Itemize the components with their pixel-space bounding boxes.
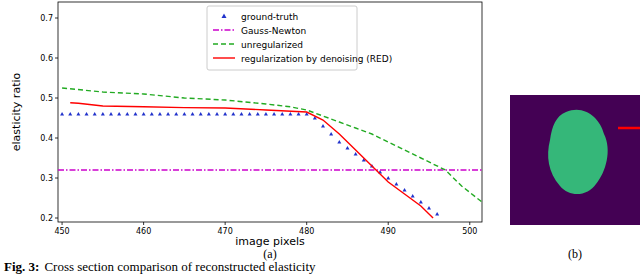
- series-point: [394, 182, 398, 186]
- series-point: [345, 146, 349, 150]
- series-point: [109, 112, 113, 116]
- x-tick-label: 470: [218, 227, 233, 236]
- series-point: [288, 112, 292, 116]
- image-background: [510, 95, 640, 225]
- legend: ground-truth Gauss-Newton unregularized reg…: [207, 6, 392, 70]
- series-point: [93, 112, 97, 116]
- series-point: [142, 112, 146, 116]
- series-point: [354, 152, 358, 156]
- x-tick: [225, 222, 226, 225]
- legend-label: regularization by denoising (RED): [241, 54, 392, 64]
- image-blob: [548, 110, 608, 194]
- legend-label: ground-truth: [241, 12, 298, 22]
- series-point: [125, 112, 129, 116]
- x-tick: [469, 222, 470, 225]
- series-point: [166, 112, 170, 116]
- series-point: [321, 124, 325, 128]
- series-point: [280, 112, 284, 116]
- panel-label: (b): [568, 247, 582, 261]
- y-tick: [55, 18, 58, 19]
- legend-label: Gauss-Newton: [241, 26, 306, 36]
- series-point: [174, 112, 178, 116]
- series-point: [239, 112, 243, 116]
- series-point: [223, 112, 227, 116]
- legend-swatch: [213, 29, 235, 30]
- y-tick: [55, 98, 58, 99]
- plot-marks: [58, 88, 482, 218]
- x-tick-label: 490: [381, 227, 396, 236]
- series-point: [60, 112, 64, 116]
- y-tick-label: 0.4: [40, 134, 53, 143]
- x-tick: [306, 222, 307, 225]
- caption-text: Cross section comparison of reconstructe…: [44, 259, 316, 274]
- y-tick: [55, 218, 58, 219]
- y-tick: [55, 178, 58, 179]
- series-point: [182, 112, 186, 116]
- series-point: [150, 112, 154, 116]
- series-point: [101, 112, 105, 116]
- series-point: [68, 112, 72, 116]
- y-tick: [55, 138, 58, 139]
- x-tick-label: 460: [136, 227, 151, 236]
- series-point: [337, 140, 341, 144]
- series-point: [329, 132, 333, 136]
- legend-marker: [222, 14, 227, 19]
- legend-label: unregularized: [241, 40, 303, 50]
- x-tick-label: 500: [462, 227, 477, 236]
- series-point: [419, 200, 423, 204]
- series-point: [231, 112, 235, 116]
- series-point: [117, 112, 121, 116]
- series-point: [272, 112, 276, 116]
- series-point: [199, 112, 203, 116]
- series-point: [85, 112, 89, 116]
- x-tick: [62, 222, 63, 225]
- series-line: [70, 103, 433, 218]
- image-cross-section: [618, 127, 640, 130]
- panel-b-image: [510, 95, 640, 225]
- y-axis-label: elasticity ratio: [10, 73, 23, 152]
- legend-swatch: [213, 43, 235, 44]
- series-point: [403, 188, 407, 192]
- series-point: [411, 194, 415, 198]
- series-point: [158, 112, 162, 116]
- series-point: [215, 112, 219, 116]
- series-point: [427, 206, 431, 210]
- series-point: [191, 112, 195, 116]
- y-tick-label: 0.6: [40, 54, 53, 63]
- series-line: [58, 169, 482, 170]
- series-point: [248, 112, 252, 116]
- series-point: [256, 112, 260, 116]
- y-tick-label: 0.2: [40, 214, 53, 223]
- y-tick: [55, 58, 58, 59]
- series-point: [386, 176, 390, 180]
- x-tick: [143, 222, 144, 225]
- x-tick: [388, 222, 389, 225]
- x-tick-label: 450: [54, 227, 69, 236]
- caption-label: Fig. 3:: [4, 259, 39, 274]
- series-point: [264, 112, 268, 116]
- plot-frame: [58, 2, 482, 222]
- legend-swatch: [213, 57, 235, 58]
- series-point: [133, 112, 137, 116]
- y-tick-label: 0.7: [40, 14, 53, 23]
- series-point: [297, 112, 301, 116]
- y-tick-label: 0.5: [40, 94, 53, 103]
- caption: Fig. 3: Cross section comparison of recon…: [4, 259, 316, 274]
- series-line: [62, 88, 482, 202]
- y-tick-label: 0.3: [40, 174, 53, 183]
- series-point: [76, 112, 80, 116]
- series-point: [207, 112, 211, 116]
- figure: 4504604704804905000.20.30.40.50.60.7imag…: [0, 0, 640, 275]
- series-point: [435, 212, 439, 216]
